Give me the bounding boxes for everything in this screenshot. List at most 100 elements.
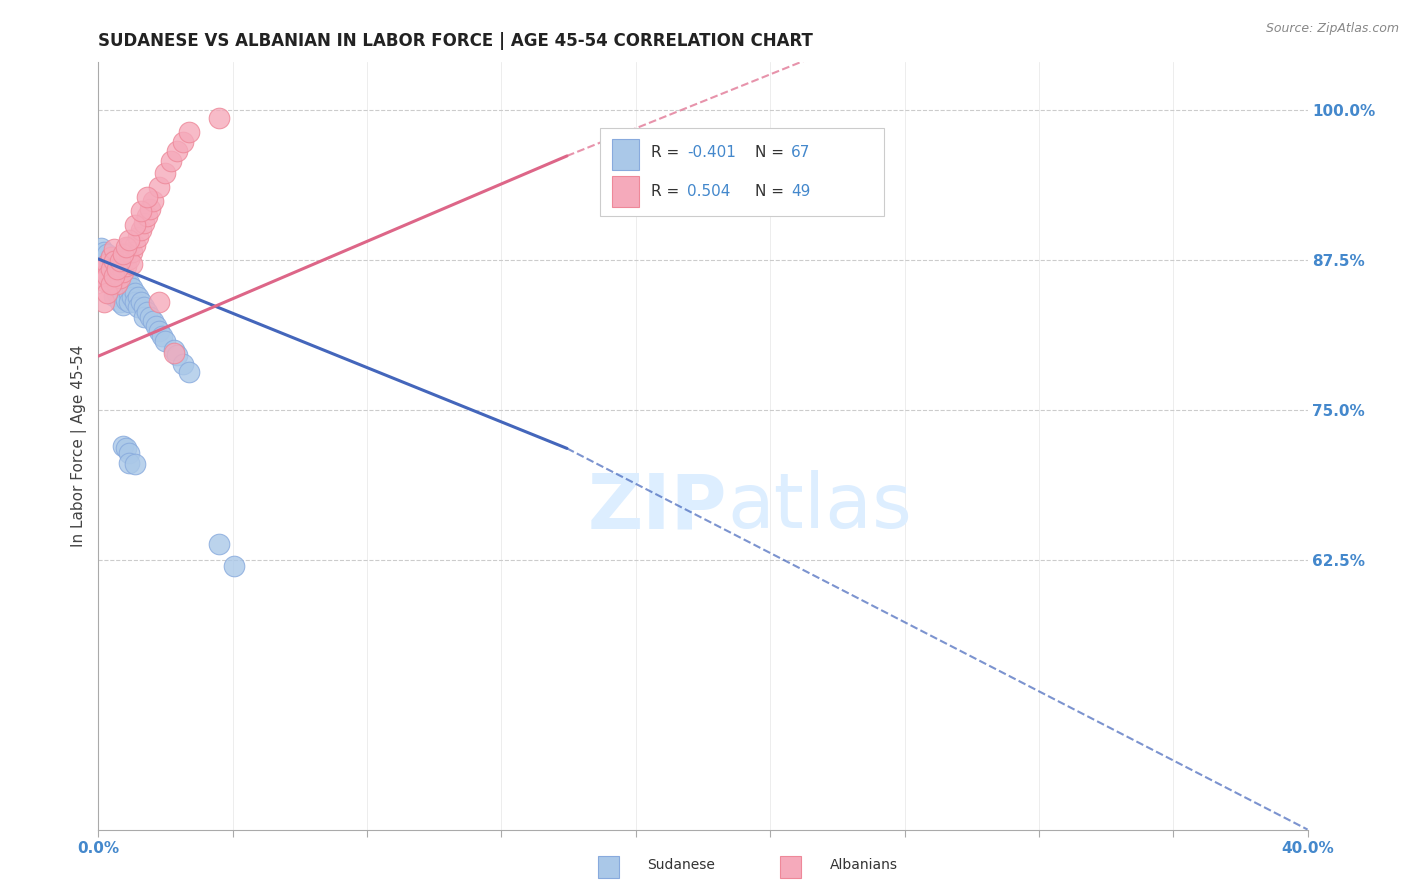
Text: 67: 67 xyxy=(792,145,811,161)
Point xyxy=(111,268,134,283)
Point xyxy=(142,194,165,209)
Point xyxy=(105,265,128,279)
Point xyxy=(121,290,143,304)
Point xyxy=(96,285,118,300)
Point xyxy=(166,348,188,362)
Point xyxy=(96,247,118,261)
Point xyxy=(103,261,125,276)
Point xyxy=(148,180,170,194)
Text: atlas: atlas xyxy=(727,470,912,544)
Point xyxy=(90,241,112,255)
Point xyxy=(111,278,134,293)
Point xyxy=(145,319,167,334)
Point xyxy=(103,268,125,283)
Point xyxy=(105,257,128,271)
Point xyxy=(139,202,162,216)
FancyBboxPatch shape xyxy=(600,128,884,216)
Point xyxy=(111,265,134,279)
Point xyxy=(118,252,141,266)
Point xyxy=(148,324,170,338)
Point xyxy=(135,304,157,318)
Point xyxy=(108,261,131,276)
Point xyxy=(103,277,125,292)
Point xyxy=(111,253,134,268)
Point xyxy=(114,442,136,456)
Point xyxy=(105,277,128,292)
Point xyxy=(124,285,146,300)
Text: ZIP: ZIP xyxy=(588,470,727,544)
Point xyxy=(160,153,183,168)
Text: -0.401: -0.401 xyxy=(688,145,737,161)
Point xyxy=(90,268,112,283)
Point xyxy=(93,261,115,276)
Point xyxy=(96,257,118,271)
Text: Source: ZipAtlas.com: Source: ZipAtlas.com xyxy=(1265,22,1399,36)
Point xyxy=(129,223,152,237)
Point xyxy=(103,289,125,303)
Point xyxy=(142,314,165,328)
Point xyxy=(127,290,149,304)
Point xyxy=(100,250,122,264)
Point xyxy=(208,537,231,551)
Point xyxy=(114,259,136,273)
Point xyxy=(100,277,122,292)
Point xyxy=(96,261,118,276)
Point xyxy=(114,274,136,288)
Point xyxy=(96,257,118,271)
Point xyxy=(163,345,186,359)
Point xyxy=(96,268,118,283)
Point xyxy=(118,446,141,460)
Point xyxy=(114,283,136,297)
Point xyxy=(166,144,188,158)
Point xyxy=(93,259,115,273)
Point xyxy=(124,237,146,252)
Point xyxy=(124,457,146,471)
Point xyxy=(100,250,122,264)
Text: R =: R = xyxy=(651,145,685,161)
Point xyxy=(93,295,115,310)
Text: 0.504: 0.504 xyxy=(688,184,731,199)
Point xyxy=(100,265,122,279)
Text: N =: N = xyxy=(755,145,789,161)
Point xyxy=(121,244,143,259)
Point xyxy=(118,456,141,470)
Point xyxy=(105,261,128,276)
Point xyxy=(148,295,170,310)
Text: R =: R = xyxy=(651,184,689,199)
Point xyxy=(118,276,141,290)
Point xyxy=(108,276,131,290)
Point xyxy=(127,230,149,244)
Point xyxy=(111,439,134,453)
Point xyxy=(103,253,125,268)
Point xyxy=(132,300,155,314)
Point xyxy=(93,250,115,264)
Point xyxy=(121,281,143,295)
Point xyxy=(172,358,194,372)
Point xyxy=(105,261,128,276)
Point xyxy=(135,189,157,203)
Point xyxy=(127,300,149,314)
Point xyxy=(108,271,131,285)
Point xyxy=(172,135,194,149)
Point xyxy=(100,261,122,276)
Text: Sudanese: Sudanese xyxy=(647,858,714,872)
Point xyxy=(114,240,136,254)
Point xyxy=(111,247,134,261)
Point xyxy=(103,268,125,283)
Point xyxy=(153,334,176,348)
Point xyxy=(163,343,186,357)
Text: N =: N = xyxy=(755,184,789,199)
Point xyxy=(105,268,128,283)
Point xyxy=(124,219,146,233)
Point xyxy=(90,252,112,266)
Point xyxy=(124,295,146,310)
Point xyxy=(121,257,143,271)
Point xyxy=(100,257,122,271)
Point xyxy=(96,271,118,285)
Point xyxy=(96,253,118,268)
Point xyxy=(100,277,122,292)
Point xyxy=(108,265,131,279)
Text: 49: 49 xyxy=(792,184,811,199)
Point xyxy=(179,365,201,379)
Point xyxy=(208,111,231,125)
